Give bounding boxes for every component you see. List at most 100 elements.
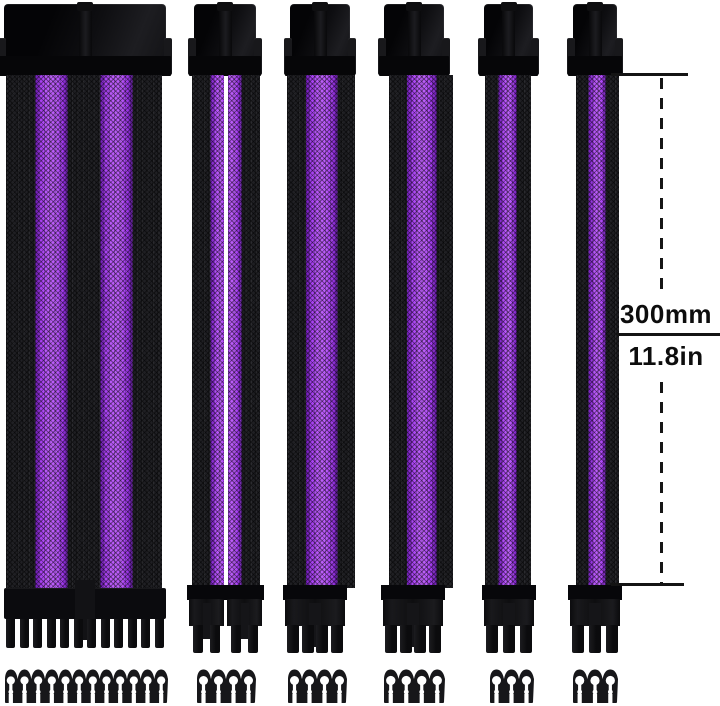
pin-tooth (60, 619, 70, 648)
cable-comb (197, 669, 256, 703)
dimension-dashed-line-lower (660, 382, 663, 583)
connector-pins (385, 625, 441, 653)
connector-pins (6, 619, 164, 648)
pin-tooth (606, 625, 618, 653)
sleeved-cable-braid-left (192, 75, 224, 588)
pin-tooth (301, 625, 314, 653)
connector-bottom-4plus4 (187, 585, 264, 653)
connector-top-24pin (0, 2, 172, 76)
pin-tooth (33, 619, 43, 648)
cable-24pin-atx (0, 0, 172, 706)
plug-4pin (187, 585, 226, 653)
cable-8pin (283, 0, 359, 706)
pin-tooth (154, 619, 164, 648)
pin-tooth (399, 625, 412, 653)
connector-latch-tab (77, 2, 93, 11)
connector-collar (479, 56, 538, 76)
pin-tooth (287, 625, 299, 653)
connector-collar (283, 585, 347, 600)
sleeved-cable-braid (287, 75, 355, 588)
connector-clip-ridge (502, 11, 515, 59)
connector-collar (568, 585, 622, 600)
dimension-tick-top (611, 73, 688, 76)
cable-8pin (378, 0, 456, 706)
cable-comb (288, 669, 347, 703)
pin-tooth (193, 625, 203, 653)
dimension-tick-bottom (611, 583, 684, 586)
plug-4pin (225, 585, 264, 653)
cable-6pin (567, 0, 624, 706)
pin-tooth (385, 625, 397, 653)
connector-latch-tab (217, 2, 233, 11)
connector-clip (202, 603, 211, 639)
pin-tooth (231, 625, 241, 653)
pin-tooth (73, 619, 83, 648)
sleeved-cable-braid-right (228, 75, 260, 588)
pin-tooth (414, 625, 427, 653)
connector-bottom-6pin (482, 585, 536, 653)
sleeved-cable-braid (576, 75, 619, 588)
connector-collar (285, 56, 355, 76)
cable-6pin (478, 0, 540, 706)
connector-latch-tab (587, 2, 603, 11)
pin-tooth (6, 619, 15, 648)
dimension-label: 300mm 11.8in (612, 301, 720, 369)
pin-tooth (330, 625, 343, 653)
connector-clip-ridge (313, 11, 327, 59)
pin-tooth (210, 625, 220, 653)
connector-clip-ridge (78, 11, 92, 59)
connector-collar (482, 585, 536, 600)
pin-tooth (572, 625, 584, 653)
connector-pins (231, 625, 258, 653)
connector-collar (189, 56, 261, 76)
pin-tooth (316, 625, 329, 653)
length-mm-label: 300mm (619, 299, 713, 329)
pin-tooth (486, 625, 498, 653)
connector-latch-tab (312, 2, 328, 11)
sleeved-cable-braid (389, 75, 453, 588)
cable-comb (384, 669, 445, 703)
connector-latch-tab (500, 2, 517, 11)
connector-bottom-8pin (381, 585, 445, 653)
pin-tooth (428, 625, 441, 653)
connector-clip (240, 603, 249, 639)
connector-latch-tab (406, 2, 422, 11)
cable-comb (5, 669, 168, 703)
connector-top (378, 2, 450, 76)
connector-collar (568, 56, 622, 76)
connector-pins (572, 625, 618, 653)
cable-comb (490, 669, 534, 703)
connector-collar (187, 585, 226, 600)
connector-pins (193, 625, 220, 653)
cable-comb (573, 669, 618, 703)
pin-tooth (46, 619, 56, 648)
length-in-label: 11.8in (628, 341, 704, 371)
connector-bottom-24pin (4, 580, 166, 653)
connector-collar (0, 56, 171, 76)
cable-4plus4pin-cpu (185, 0, 265, 706)
connector-collar (225, 585, 264, 600)
pin-tooth (127, 619, 137, 648)
dimension-dashed-line-upper (660, 78, 663, 296)
connector-clip-ridge (218, 11, 232, 59)
connector-bottom-6pin (568, 585, 622, 653)
connector-collar (379, 56, 449, 76)
connector-top (284, 2, 356, 76)
connector-top (478, 2, 539, 76)
connector-bottom-8pin (283, 585, 347, 653)
pin-tooth (19, 619, 29, 648)
connector-clip-ridge (407, 11, 421, 59)
sleeved-cable-braid (485, 75, 531, 588)
connector-top (188, 2, 262, 76)
dimension-divider (617, 333, 720, 336)
pin-tooth (248, 625, 258, 653)
pin-tooth (100, 619, 110, 648)
pin-tooth (141, 619, 151, 648)
connector-top (567, 2, 623, 76)
pin-tooth (114, 619, 124, 648)
pin-tooth (503, 625, 515, 653)
pin-tooth (520, 625, 532, 653)
connector-pins (287, 625, 343, 653)
pin-tooth (589, 625, 601, 653)
